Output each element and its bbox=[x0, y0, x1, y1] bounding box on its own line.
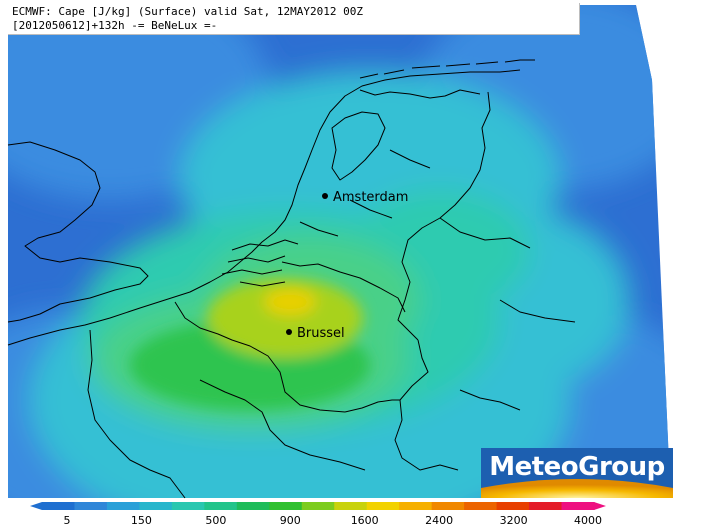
colorbar-segment bbox=[334, 502, 368, 510]
colorbar-segment bbox=[204, 502, 238, 510]
colorbar-segment bbox=[529, 502, 563, 510]
colorbar-segment bbox=[139, 502, 173, 510]
colorbar-tick-label: 4000 bbox=[574, 514, 602, 526]
colorbar-min-arrow bbox=[30, 502, 42, 510]
colorbar-segment bbox=[301, 502, 335, 510]
colorbar-tick-label: 1600 bbox=[351, 514, 379, 526]
be-de-border bbox=[394, 339, 459, 471]
brussel-marker bbox=[286, 329, 292, 335]
coastlines-borders bbox=[7, 59, 576, 499]
amsterdam-marker bbox=[322, 193, 328, 199]
colorbar-segment bbox=[366, 502, 400, 510]
colorbar-segment bbox=[431, 502, 465, 510]
colorbar-tick-label: 900 bbox=[280, 514, 301, 526]
colorbar-segment bbox=[236, 502, 270, 510]
colorbar-segment bbox=[42, 502, 76, 510]
colorbar-segment bbox=[269, 502, 303, 510]
be-fr-border bbox=[174, 301, 346, 413]
brussel-label: Brussel bbox=[297, 326, 345, 341]
city-markers: Amsterdam Brussel bbox=[286, 190, 408, 341]
colorbar-segment bbox=[496, 502, 530, 510]
colorbar-segment bbox=[106, 502, 141, 510]
lux-border bbox=[344, 399, 400, 413]
colorbar-tick-label: 150 bbox=[131, 514, 152, 526]
colorbar-tick-label: 2400 bbox=[425, 514, 453, 526]
nl-de-border bbox=[397, 91, 491, 341]
map-header: ECMWF: Cape [J/kg] (Surface) valid Sat, … bbox=[8, 3, 580, 35]
de-state bbox=[439, 217, 576, 411]
header-run-info: [2012050612]+132h -= BeNeLux =- bbox=[12, 19, 218, 32]
meteogroup-logo: MeteoGroup bbox=[481, 448, 673, 498]
colorbar-tick-label: 500 bbox=[205, 514, 226, 526]
colorbar-segment bbox=[561, 502, 595, 510]
fr-region bbox=[199, 379, 366, 471]
frisian-islands bbox=[359, 59, 535, 79]
colorbar-max-arrow bbox=[594, 502, 606, 510]
ijsselmeer bbox=[331, 111, 386, 181]
be-nl-border bbox=[281, 261, 406, 313]
fr-departments bbox=[87, 329, 186, 499]
colorbar-segment bbox=[171, 502, 205, 510]
amsterdam-label: Amsterdam bbox=[333, 190, 408, 205]
header-title: ECMWF: Cape [J/kg] (Surface) valid Sat, … bbox=[12, 5, 363, 18]
logo-swoosh bbox=[481, 479, 673, 498]
brand-name: MeteoGroup bbox=[489, 452, 665, 482]
colorbar: 5 150 500 900 1600 2400 3200 4000 bbox=[30, 502, 606, 527]
england-coast bbox=[7, 141, 149, 323]
zeeland-islands bbox=[221, 239, 299, 287]
colorbar-segment bbox=[464, 502, 498, 510]
colorbar-segment bbox=[399, 502, 433, 510]
nl-province bbox=[299, 149, 431, 237]
continental-coast bbox=[7, 69, 521, 346]
colorbar-tick-label: 5 bbox=[64, 514, 71, 526]
colorbar-tick-label: 3200 bbox=[500, 514, 528, 526]
colorbar-segment bbox=[74, 502, 108, 510]
wadden-inner bbox=[359, 89, 481, 99]
